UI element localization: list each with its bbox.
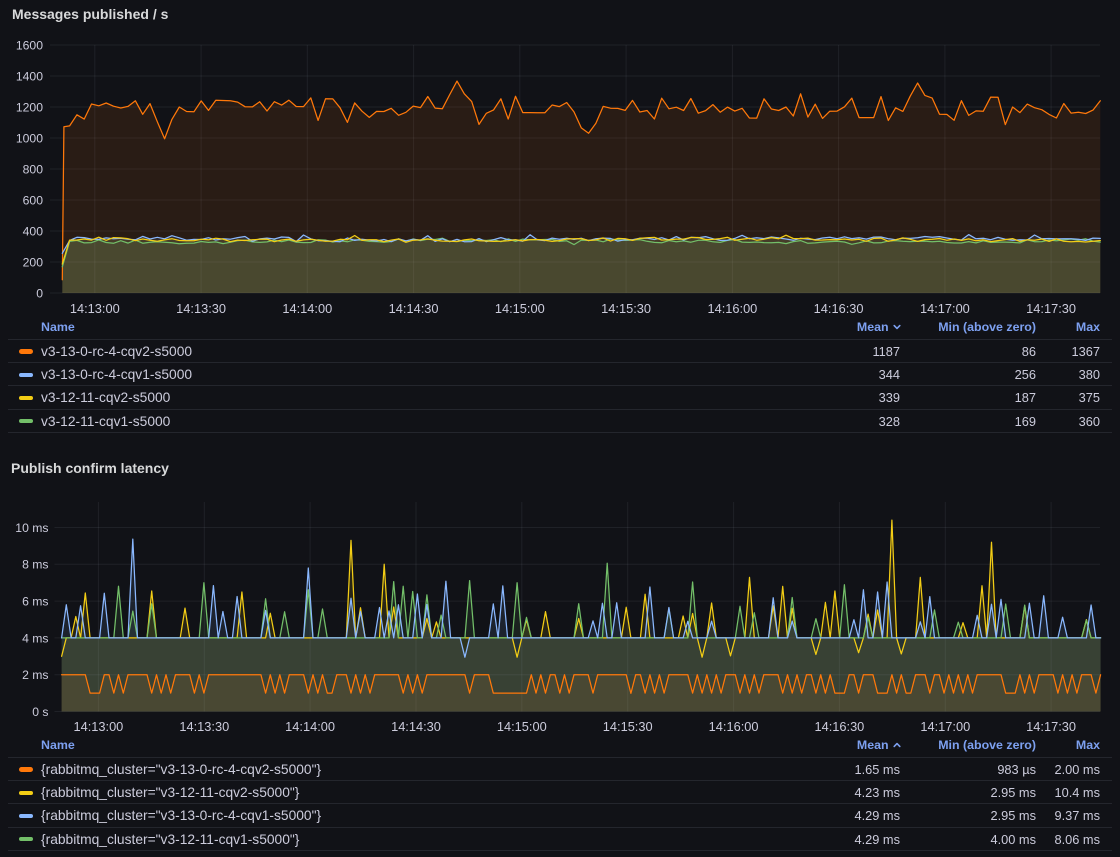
svg-text:14:13:30: 14:13:30 (176, 301, 226, 316)
svg-text:14:14:00: 14:14:00 (285, 719, 335, 734)
svg-text:14:17:30: 14:17:30 (1026, 301, 1076, 316)
svg-text:14:16:00: 14:16:00 (707, 301, 757, 316)
svg-text:1200: 1200 (16, 100, 43, 114)
svg-text:14:13:00: 14:13:00 (70, 301, 120, 316)
svg-text:14:15:30: 14:15:30 (603, 719, 653, 734)
svg-text:0 s: 0 s (32, 705, 48, 719)
svg-text:200: 200 (23, 255, 44, 269)
svg-text:800: 800 (23, 162, 44, 176)
svg-text:1000: 1000 (16, 131, 43, 145)
svg-text:14:15:30: 14:15:30 (601, 301, 651, 316)
svg-text:14:14:30: 14:14:30 (389, 301, 439, 316)
svg-text:2 ms: 2 ms (22, 668, 48, 682)
svg-text:14:13:00: 14:13:00 (73, 719, 123, 734)
svg-text:1400: 1400 (16, 69, 43, 83)
svg-text:14:16:30: 14:16:30 (814, 719, 864, 734)
svg-text:14:14:30: 14:14:30 (391, 719, 441, 734)
svg-text:14:15:00: 14:15:00 (497, 719, 547, 734)
svg-text:14:14:00: 14:14:00 (282, 301, 332, 316)
svg-text:0: 0 (36, 286, 43, 300)
svg-text:14:16:00: 14:16:00 (709, 719, 759, 734)
svg-text:1600: 1600 (16, 38, 43, 52)
svg-text:14:17:00: 14:17:00 (920, 719, 970, 734)
svg-text:600: 600 (23, 193, 44, 207)
svg-text:14:17:30: 14:17:30 (1026, 719, 1076, 734)
svg-text:8 ms: 8 ms (22, 558, 48, 572)
svg-text:4 ms: 4 ms (22, 631, 48, 645)
svg-text:6 ms: 6 ms (22, 594, 48, 608)
svg-text:14:15:00: 14:15:00 (495, 301, 545, 316)
svg-text:10 ms: 10 ms (15, 521, 48, 535)
svg-text:400: 400 (23, 224, 44, 238)
svg-text:14:16:30: 14:16:30 (814, 301, 864, 316)
svg-text:14:13:30: 14:13:30 (179, 719, 229, 734)
svg-text:14:17:00: 14:17:00 (920, 301, 970, 316)
